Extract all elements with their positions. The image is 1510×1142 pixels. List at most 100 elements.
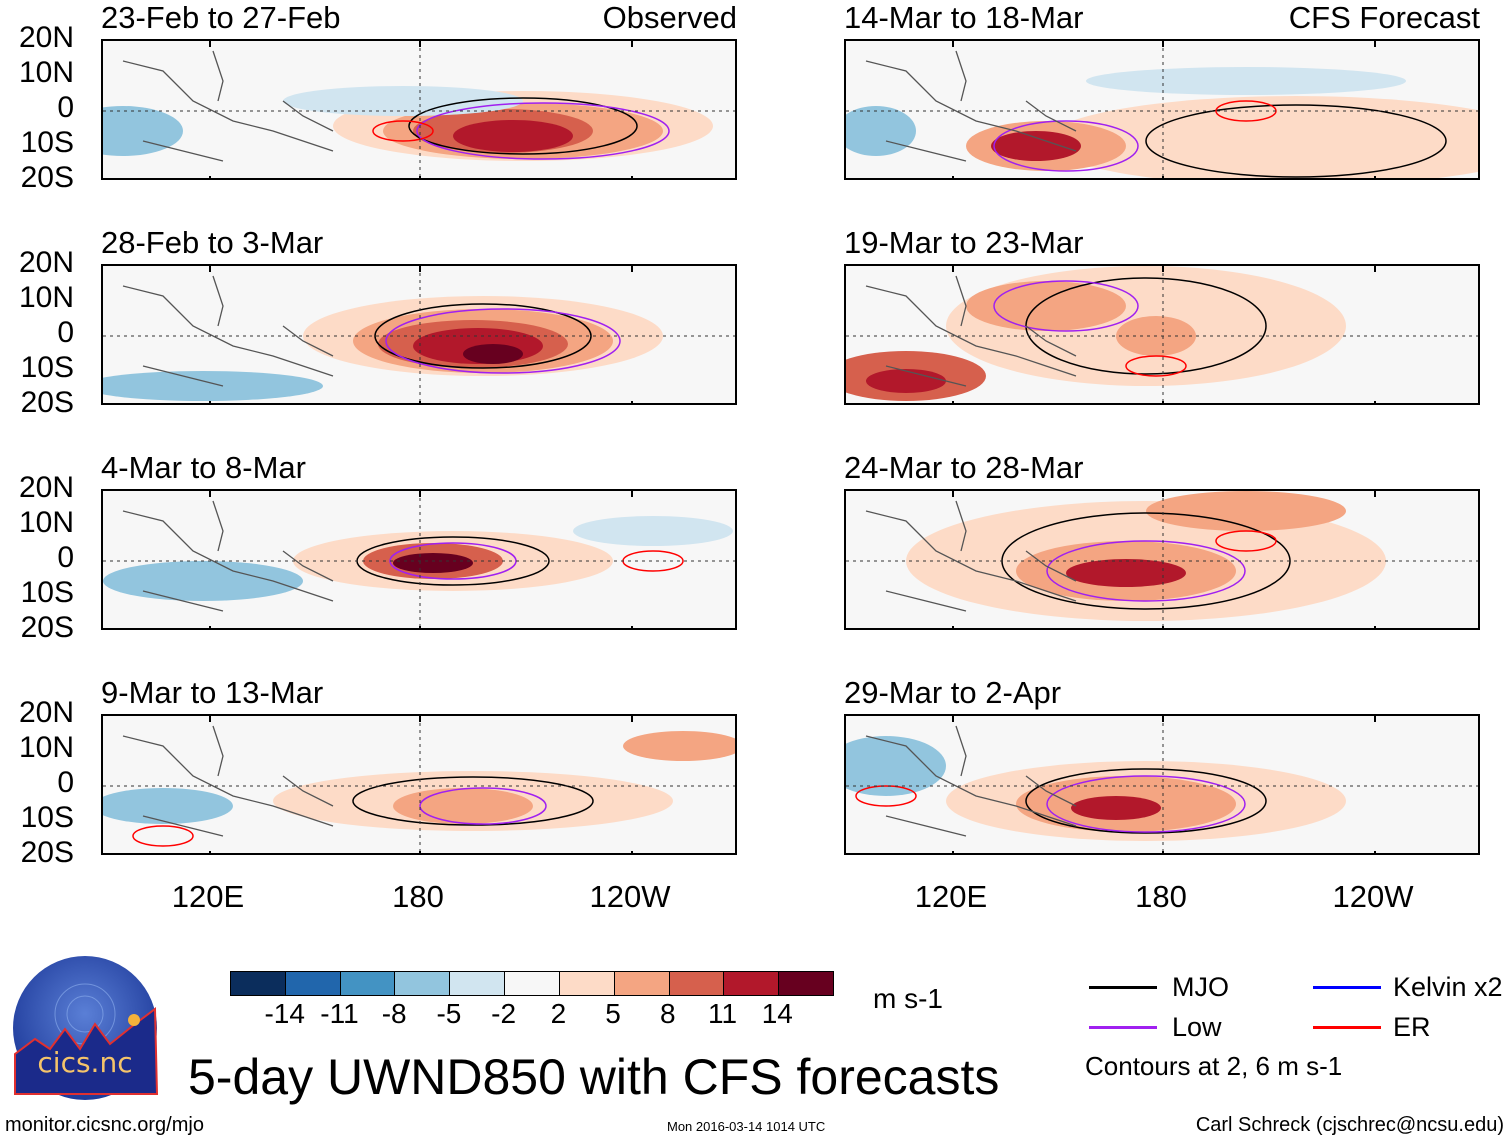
lat-label: 10S [20,351,74,384]
lon-label: 180 [392,879,444,914]
er-contour [132,825,194,847]
colorbar-swatch [285,972,341,995]
lat-label: 20N [18,21,74,54]
lon-label: 180 [1135,879,1187,914]
panel-title: 24-Mar to 28-Mar [844,450,1084,485]
mjo-contour [1145,104,1447,178]
colorbar [230,971,834,996]
map-panel [101,264,737,405]
lat-label: 10S [20,801,74,834]
anomaly-shading [103,106,183,156]
panel-title: 29-Mar to 2-Apr [844,675,1062,710]
er-contour [372,120,434,142]
anomaly-shading [1146,491,1346,531]
lat-label: 0 [57,316,74,349]
anomaly-shading [393,788,533,824]
anomaly-shading [463,344,523,364]
panel-title: 4-Mar to 8-Mar [101,450,306,485]
colorbar-swatch [450,972,506,995]
panel-tag: CFS Forecast [1288,0,1480,35]
colorbar-swatch [505,972,560,995]
panel-title: 9-Mar to 13-Mar [101,675,324,710]
coastline [865,275,1077,387]
anomaly-shading [283,86,523,116]
lon-label: 120W [1332,879,1414,914]
low-contour [419,787,547,825]
lat-label: 10S [20,126,74,159]
er-contour [1215,530,1277,552]
anomaly-shading [846,106,916,156]
lat-label: 10S [20,576,74,609]
cics-logo: cics.nc [13,956,159,1100]
lat-label: 10N [18,56,74,89]
colorbar-label: -11 [320,998,359,1029]
panel-title: 14-Mar to 18-Mar [844,0,1084,35]
footer-url[interactable]: monitor.cicsnc.org/mjo [5,1114,204,1136]
anomaly-shading [1046,96,1478,178]
anomaly-shading [1086,67,1406,95]
panel-title: 28-Feb to 3-Mar [101,225,324,260]
low-contour [385,308,621,374]
main-title: 5-day UWND850 with CFS forecasts [188,1049,1000,1105]
low-contour [1046,540,1246,602]
lat-label: 20N [18,471,74,504]
map-panel [844,714,1480,855]
colorbar-swatch [724,972,780,995]
colorbar-label: -2 [491,998,517,1029]
low-contour [416,102,670,160]
footer-author: Carl Schreck (cjschrec@ncsu.edu) [1195,1114,1504,1136]
colorbar-swatch [340,972,396,995]
map-panel [844,39,1480,180]
colorbar-swatch [559,972,615,995]
mjo-contour [1025,768,1267,834]
map-panel [101,39,737,180]
colorbar-label: -5 [436,998,462,1029]
anomaly-shading [623,731,735,761]
anomaly-shading [846,736,946,796]
contour-note: Contours at 2, 6 m s-1 [1085,1051,1343,1081]
colorbar-label: -8 [381,998,407,1029]
coastline [865,500,1077,612]
lat-label: 0 [57,91,74,124]
er-contour [622,550,684,572]
lat-label: 10N [18,281,74,314]
legend-mjo-line [1089,986,1157,989]
svg-text:cics.nc: cics.nc [37,1046,132,1079]
anomaly-shading [866,369,946,393]
low-contour [993,120,1139,172]
legend-low-label: Low [1172,1012,1222,1042]
coastline [122,275,334,387]
coastline [865,50,1077,162]
anomaly-shading [573,516,733,546]
colorbar-label: 14 [761,998,793,1029]
lat-label: 10N [18,506,74,539]
colorbar-swatch [395,972,451,995]
map-panel [844,264,1480,405]
lat-label: 20S [20,611,74,644]
legend-mjo-label: MJO [1172,972,1229,1002]
legend-kelvin-label: Kelvin x2 [1393,972,1503,1002]
legend-er-line [1313,1026,1381,1029]
legend-er-label: ER [1393,1012,1431,1042]
colorbar-label: 8 [660,998,676,1029]
anomaly-shading [966,281,1126,331]
panel-title: 23-Feb to 27-Feb [101,0,341,35]
map-panel [101,489,737,630]
er-contour [1215,100,1277,122]
lon-label: 120W [589,879,671,914]
colorbar-units: m s-1 [873,983,943,1014]
low-contour [1046,775,1246,833]
lat-label: 20S [20,161,74,194]
map-panel [844,489,1480,630]
coastline [122,725,334,837]
colorbar-label: 5 [605,998,621,1029]
colorbar-label: 11 [707,998,738,1029]
panel-tag: Observed [602,0,737,35]
colorbar-swatch [614,972,670,995]
er-contour [855,785,917,807]
colorbar-swatch [669,972,725,995]
lat-label: 20S [20,386,74,419]
lat-label: 0 [57,541,74,574]
lat-label: 10N [18,731,74,764]
